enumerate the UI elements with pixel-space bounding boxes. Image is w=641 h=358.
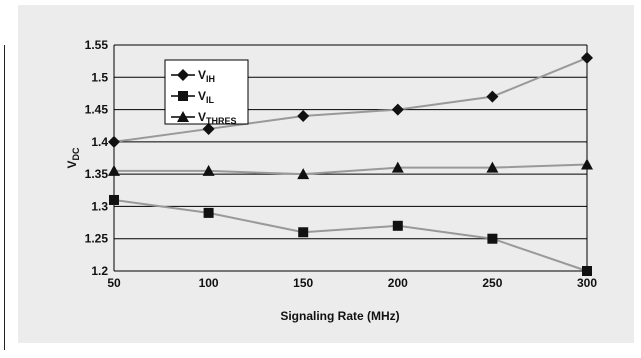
y-tick-label: 1.35 (85, 167, 109, 181)
series-line-vthres (114, 163, 588, 176)
legend-label-vil: VIL (198, 89, 215, 105)
x-tick-label: 100 (199, 276, 219, 290)
y-axis-label-main: V (65, 160, 79, 168)
legend-box (164, 59, 249, 125)
y-tick-label: 1.2 (91, 264, 108, 278)
legend-marker-vil (178, 91, 188, 101)
y-axis-label-sub: DC (71, 147, 81, 160)
y-tick-label: 1.4 (91, 135, 108, 149)
y-axis-label: VDC (65, 147, 81, 169)
legend: VIH VIL VTHRES (164, 59, 249, 126)
data-point-vthres (391, 161, 404, 173)
series-markers (108, 51, 593, 276)
legend-label-vih: VIH (198, 68, 215, 84)
svg-text:VDC: VDC (65, 147, 81, 169)
series-lines (113, 56, 588, 272)
legend-marker-vthres (177, 111, 189, 122)
data-point-vil (298, 227, 309, 238)
data-point-vih (486, 90, 499, 103)
data-point-vil (109, 194, 119, 205)
x-tick-labels: 50 100 150 200 250 300 (107, 276, 597, 290)
data-point-vthres (108, 164, 120, 176)
series-line-vil (113, 198, 588, 272)
y-tick-label: 1.45 (85, 103, 109, 117)
data-point-vih (108, 135, 120, 148)
data-point-vih (202, 122, 215, 135)
y-tick-label: 1.5 (91, 70, 108, 84)
data-point-vih (297, 110, 310, 123)
data-point-vih (581, 51, 593, 64)
x-tick-label: 150 (293, 276, 313, 290)
data-point-vil (203, 207, 214, 218)
x-tick-label: 300 (577, 276, 597, 290)
x-axis-label: Signaling Rate (MHz) (280, 309, 399, 323)
x-tick-label: 200 (388, 276, 408, 290)
legend-label-vthres: VTHRES (198, 110, 237, 126)
left-margin-rule (4, 45, 5, 350)
y-tick-label: 1.55 (85, 38, 109, 52)
x-tick-label: 250 (482, 276, 502, 290)
data-point-vthres (297, 168, 310, 180)
data-point-vthres (486, 161, 499, 173)
legend-marker-vih (177, 69, 189, 81)
data-point-vih (391, 103, 404, 116)
x-tick-label: 50 (107, 276, 121, 290)
data-point-vil (487, 233, 498, 244)
data-point-vthres (202, 164, 215, 176)
series-line-vih (113, 56, 588, 143)
data-point-vthres (581, 158, 593, 170)
y-tick-label: 1.3 (91, 199, 108, 213)
y-tick-label: 1.25 (85, 232, 109, 246)
data-point-vil (392, 220, 403, 231)
y-tick-labels: 1.2 1.25 1.3 1.35 1.4 1.45 1.5 1.55 (85, 38, 109, 278)
data-point-vil (582, 266, 592, 276)
